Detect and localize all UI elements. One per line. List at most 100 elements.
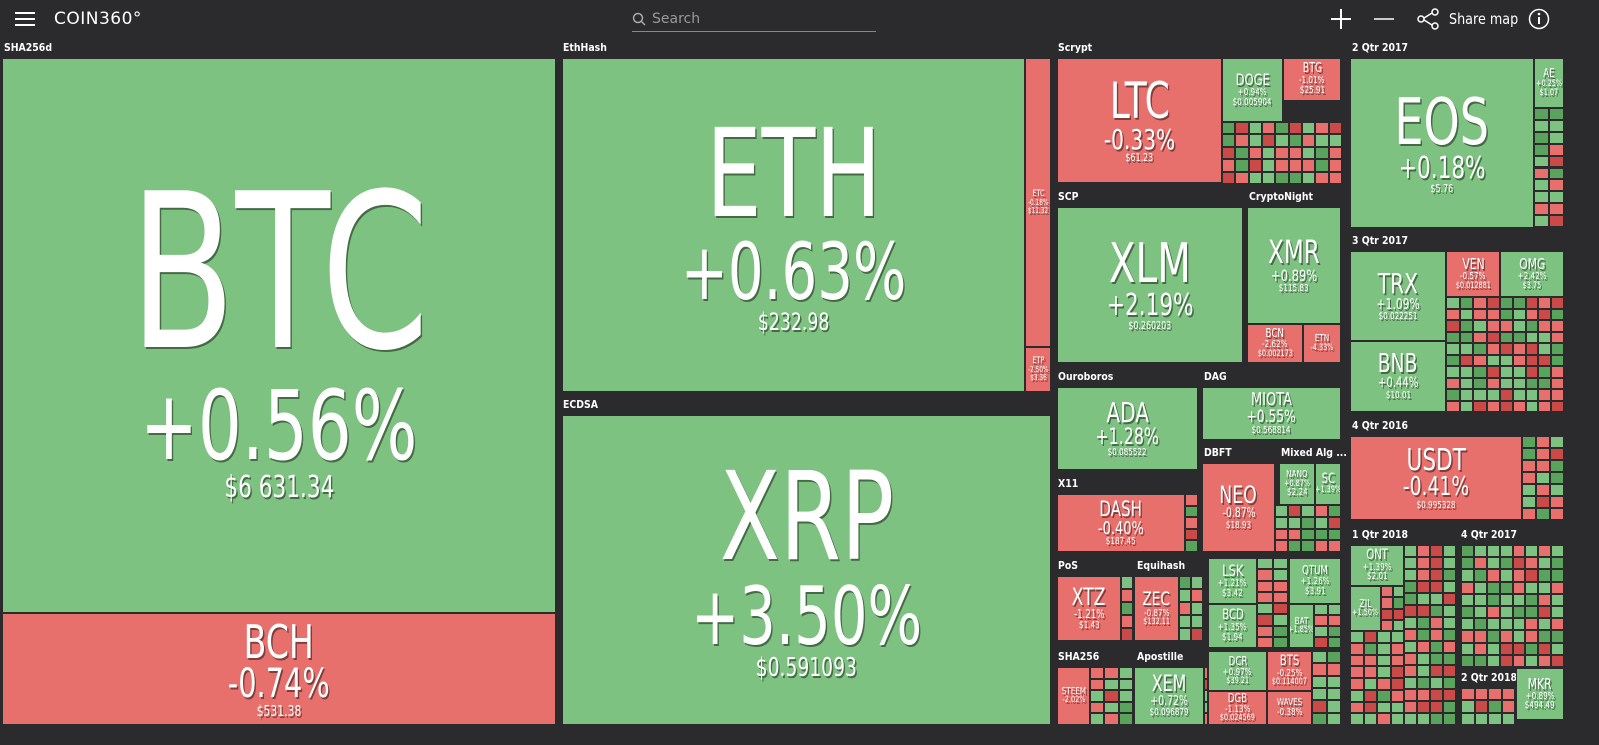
minor-coin-tile[interactable] [1499, 593, 1513, 606]
minor-coin-tile[interactable] [1430, 557, 1443, 569]
minor-coin-tile[interactable] [1522, 472, 1536, 484]
minor-coin-tile[interactable] [1538, 654, 1552, 667]
minor-coin-tile[interactable] [1446, 308, 1460, 320]
minor-coin-tile[interactable] [1257, 603, 1273, 615]
coin-tile[interactable]: ADA +1.28% $0.085522 [1057, 387, 1198, 470]
coin-tile[interactable]: EOS +0.18% $5.76 [1350, 58, 1534, 228]
minor-coin-tile[interactable] [1551, 354, 1564, 366]
minor-coin-tile[interactable] [1486, 331, 1500, 343]
minor-coin-tile[interactable] [1512, 297, 1526, 309]
minor-coin-tile[interactable] [1459, 343, 1473, 355]
minor-coin-tile[interactable] [1512, 400, 1526, 412]
minor-coin-tile[interactable] [1327, 626, 1341, 637]
minor-coin-tile[interactable] [1312, 651, 1327, 664]
minor-coin-tile[interactable] [1350, 654, 1364, 667]
minor-coin-tile[interactable] [1525, 642, 1539, 655]
minor-coin-tile[interactable] [1538, 569, 1552, 582]
minor-coin-tile[interactable] [1121, 615, 1133, 628]
minor-coin-tile[interactable] [1417, 569, 1430, 581]
minor-coin-tile[interactable] [1551, 308, 1564, 320]
coin-tile[interactable]: ETH +0.63% $232.98 [562, 58, 1025, 392]
minor-coin-tile[interactable] [1512, 331, 1526, 343]
minor-coin-tile[interactable] [1288, 516, 1302, 529]
minor-coin-tile[interactable] [1090, 690, 1105, 702]
minor-coin-tile[interactable] [1486, 308, 1500, 320]
minor-coin-tile[interactable] [1301, 528, 1315, 541]
minor-coin-tile[interactable] [1461, 654, 1474, 667]
minor-coin-tile[interactable] [1500, 297, 1513, 309]
minor-coin-tile[interactable] [1302, 146, 1316, 160]
minor-coin-tile[interactable] [1417, 677, 1430, 689]
minor-coin-tile[interactable] [1179, 589, 1191, 602]
minor-coin-tile[interactable] [1550, 508, 1564, 520]
minor-coin-tile[interactable] [1534, 203, 1549, 216]
minor-coin-tile[interactable] [1404, 713, 1417, 725]
minor-coin-tile[interactable] [1390, 654, 1404, 667]
minor-coin-tile[interactable] [1315, 134, 1329, 147]
minor-coin-tile[interactable] [1525, 320, 1539, 332]
minor-coin-tile[interactable] [1118, 701, 1133, 714]
minor-coin-tile[interactable] [1090, 701, 1105, 714]
coin-tile[interactable]: QTUM +1.26% $3.91 [1289, 558, 1341, 604]
minor-coin-tile[interactable] [1090, 713, 1105, 725]
minor-coin-tile[interactable] [1473, 320, 1487, 332]
minor-coin-tile[interactable] [1204, 678, 1208, 691]
minor-coin-tile[interactable] [1525, 366, 1539, 378]
minor-coin-tile[interactable] [1461, 569, 1474, 582]
minor-coin-tile[interactable] [1512, 581, 1526, 594]
minor-coin-tile[interactable] [1443, 641, 1456, 653]
minor-coin-tile[interactable] [1501, 700, 1515, 713]
minor-coin-tile[interactable] [1551, 581, 1564, 594]
minor-coin-tile[interactable] [1248, 122, 1262, 135]
minor-coin-tile[interactable] [1522, 496, 1536, 508]
minor-coin-tile[interactable] [1363, 666, 1377, 678]
minor-coin-tile[interactable] [1551, 593, 1564, 606]
minor-coin-tile[interactable] [1538, 297, 1552, 309]
minor-coin-tile[interactable] [1392, 586, 1404, 598]
minor-coin-tile[interactable] [1486, 581, 1500, 594]
minor-coin-tile[interactable] [1121, 576, 1133, 589]
minor-coin-tile[interactable] [1326, 700, 1341, 713]
minor-coin-tile[interactable] [1473, 400, 1487, 412]
minor-coin-tile[interactable] [1474, 688, 1488, 701]
minor-coin-tile[interactable] [1179, 615, 1191, 628]
minor-coin-tile[interactable] [1446, 320, 1460, 332]
minor-coin-tile[interactable] [1390, 678, 1404, 690]
minor-coin-tile[interactable] [1417, 605, 1430, 617]
minor-coin-tile[interactable] [1262, 122, 1276, 135]
minor-coin-tile[interactable] [1538, 377, 1552, 389]
minor-coin-tile[interactable] [1363, 654, 1377, 667]
minor-coin-tile[interactable] [1474, 700, 1488, 713]
minor-coin-tile[interactable] [1222, 134, 1236, 147]
minor-coin-tile[interactable] [1104, 667, 1119, 679]
minor-coin-tile[interactable] [1104, 701, 1119, 714]
minor-coin-tile[interactable] [1302, 122, 1316, 135]
minor-coin-tile[interactable] [1522, 436, 1536, 448]
minor-coin-tile[interactable] [1222, 146, 1236, 160]
minor-coin-tile[interactable] [1235, 134, 1249, 147]
minor-coin-tile[interactable] [1486, 400, 1500, 412]
minor-coin-tile[interactable] [1446, 366, 1460, 378]
minor-coin-tile[interactable] [1512, 630, 1526, 643]
minor-coin-tile[interactable] [1288, 122, 1302, 135]
minor-coin-tile[interactable] [1512, 545, 1526, 558]
minor-coin-tile[interactable] [1301, 505, 1315, 517]
minor-coin-tile[interactable] [1390, 642, 1404, 655]
minor-coin-tile[interactable] [1430, 629, 1443, 641]
minor-coin-tile[interactable] [1275, 171, 1289, 184]
minor-coin-tile[interactable] [1381, 608, 1393, 620]
minor-coin-tile[interactable] [1312, 700, 1327, 713]
minor-coin-tile[interactable] [1272, 591, 1288, 603]
minor-coin-tile[interactable] [1538, 389, 1552, 401]
minor-coin-tile[interactable] [1473, 354, 1487, 366]
minor-coin-tile[interactable] [1473, 630, 1487, 643]
minor-coin-tile[interactable] [1350, 713, 1364, 725]
minor-coin-tile[interactable] [1551, 618, 1564, 631]
minor-coin-tile[interactable] [1417, 713, 1430, 725]
minor-coin-tile[interactable] [1417, 665, 1430, 677]
minor-coin-tile[interactable] [1551, 377, 1564, 389]
minor-coin-tile[interactable] [1459, 400, 1473, 412]
minor-coin-tile[interactable] [1392, 597, 1404, 609]
minor-coin-tile[interactable] [1404, 689, 1417, 701]
minor-coin-tile[interactable] [1288, 171, 1302, 184]
